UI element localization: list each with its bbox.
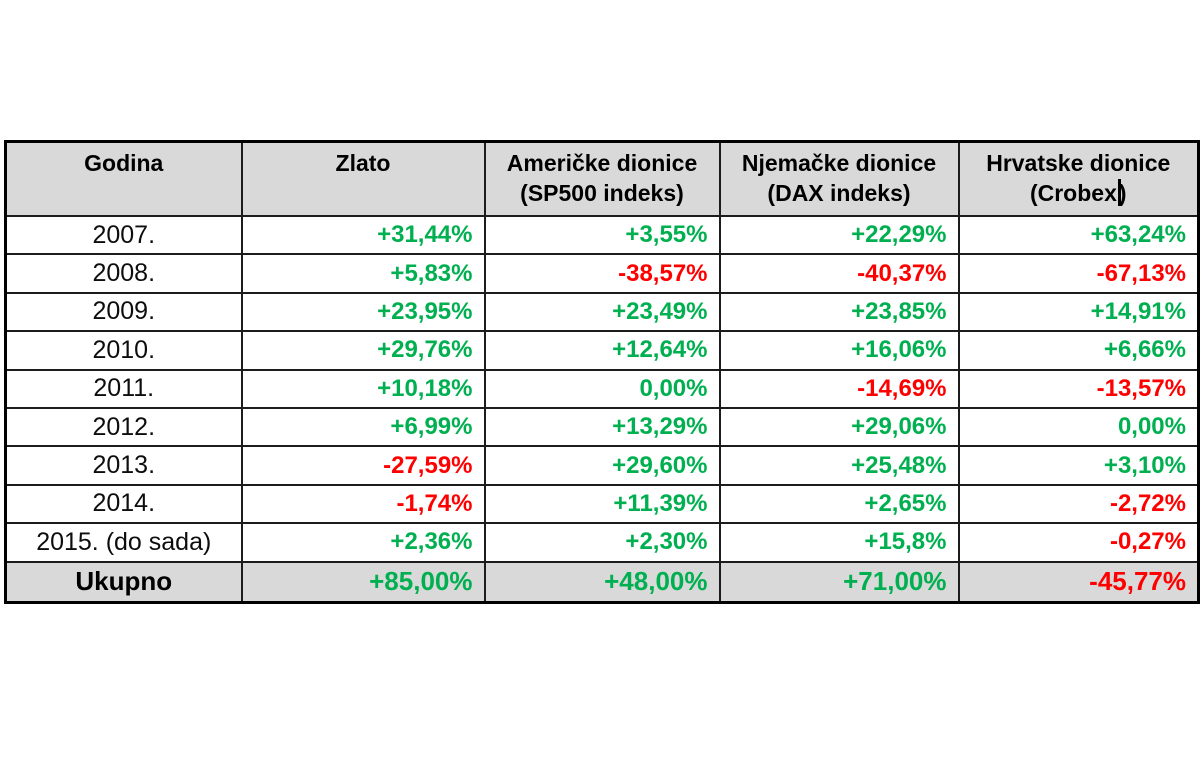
column-title: Njemačke dionice (741, 150, 937, 176)
table-row: 2007. +31,44% +3,55% +22,29% +63,24% (4, 214, 1200, 256)
value-cell: +23,95% (240, 291, 486, 333)
table-row: 2014. -1,74% +11,39% +2,65% -2,72% (4, 483, 1200, 525)
value-cell: 0,00% (483, 368, 721, 409)
value-cell: +12,64% (483, 330, 721, 371)
value-cell: +2,36% (240, 522, 486, 563)
year-cell: 2008. (4, 253, 243, 294)
table-row: 2010. +29,76% +12,64% +16,06% +6,66% (4, 330, 1200, 371)
annual-returns-table: Godina Zlato Američke dionice (SP500 ind… (4, 140, 1200, 604)
table-row: 2013. -27,59% +29,60% +25,48% +3,10% (4, 445, 1200, 486)
column-subtitle: (SP500 indeks) (520, 180, 684, 206)
year-cell: 2015. (do sada) (4, 522, 243, 563)
column-header-zlato: Zlato (240, 140, 486, 217)
value-cell: +2,65% (718, 483, 960, 525)
value-cell: +22,29% (718, 214, 960, 256)
table-row: 2015. (do sada) +2,36% +2,30% +15,8% -0,… (4, 522, 1200, 563)
column-title: Godina (84, 150, 164, 176)
value-cell: +29,76% (240, 330, 486, 371)
value-cell: -38,57% (483, 253, 721, 294)
value-cell: +11,39% (483, 483, 721, 525)
value-cell: +5,83% (240, 253, 486, 294)
column-title: Zlato (335, 150, 391, 176)
value-cell: +14,91% (957, 291, 1200, 333)
table-row: 2008. +5,83% -38,57% -40,37% -67,13% (4, 253, 1200, 294)
value-cell: +23,49% (483, 291, 721, 333)
year-cell: 2011. (4, 368, 243, 409)
value-cell: -1,74% (240, 483, 486, 525)
column-title: Američke dionice (506, 150, 698, 176)
value-cell: +29,60% (483, 445, 721, 486)
value-cell: -14,69% (718, 368, 960, 409)
year-cell: 2007. (4, 214, 243, 256)
column-subtitle: (DAX indeks) (767, 180, 911, 206)
value-cell: +63,24% (957, 214, 1200, 256)
value-cell: +29,06% (718, 406, 960, 448)
value-cell: +2,30% (483, 522, 721, 563)
table-header-row: Godina Zlato Američke dionice (SP500 ind… (4, 140, 1200, 217)
value-cell: +15,8% (718, 522, 960, 563)
value-cell: -0,27% (957, 522, 1200, 563)
value-cell: +23,85% (718, 291, 960, 333)
value-cell: +3,55% (483, 214, 721, 256)
value-cell: -2,72% (957, 483, 1200, 525)
column-header-dax: Njemačke dionice (DAX indeks) (718, 140, 960, 217)
table-row: 2011. +10,18% 0,00% -14,69% -13,57% (4, 368, 1200, 409)
value-cell: +10,18% (240, 368, 486, 409)
value-cell: +6,99% (240, 406, 486, 448)
value-cell: +13,29% (483, 406, 721, 448)
total-label: Ukupno (4, 560, 243, 604)
value-cell: +6,66% (957, 330, 1200, 371)
column-header-godina: Godina (4, 140, 243, 217)
value-cell: -13,57% (957, 368, 1200, 409)
total-value-cell: +48,00% (483, 560, 721, 604)
value-cell: -67,13% (957, 253, 1200, 294)
year-cell: 2014. (4, 483, 243, 525)
total-row: Ukupno +85,00% +48,00% +71,00% -45,77% (4, 560, 1200, 604)
year-cell: 2009. (4, 291, 243, 333)
total-value-cell: -45,77% (957, 560, 1200, 604)
value-cell: +3,10% (957, 445, 1200, 486)
year-cell: 2013. (4, 445, 243, 486)
table-row: 2012. +6,99% +13,29% +29,06% 0,00% (4, 406, 1200, 448)
column-title: Hrvatske dionice (986, 150, 1171, 176)
column-header-crobex: Hrvatske dionice (Crobex) (957, 140, 1200, 217)
value-cell: -40,37% (718, 253, 960, 294)
column-subtitle: (Crobex) (1029, 179, 1127, 206)
year-cell: 2012. (4, 406, 243, 448)
table-row: 2009. +23,95% +23,49% +23,85% +14,91% (4, 291, 1200, 333)
column-header-sp500: Američke dionice (SP500 indeks) (483, 140, 721, 217)
value-cell: +16,06% (718, 330, 960, 371)
total-value-cell: +71,00% (718, 560, 960, 604)
value-cell: +25,48% (718, 445, 960, 486)
value-cell: +31,44% (240, 214, 486, 256)
total-value-cell: +85,00% (240, 560, 486, 604)
value-cell: -27,59% (240, 445, 486, 486)
year-cell: 2010. (4, 330, 243, 371)
value-cell: 0,00% (957, 406, 1200, 448)
text-cursor (1117, 179, 1121, 206)
